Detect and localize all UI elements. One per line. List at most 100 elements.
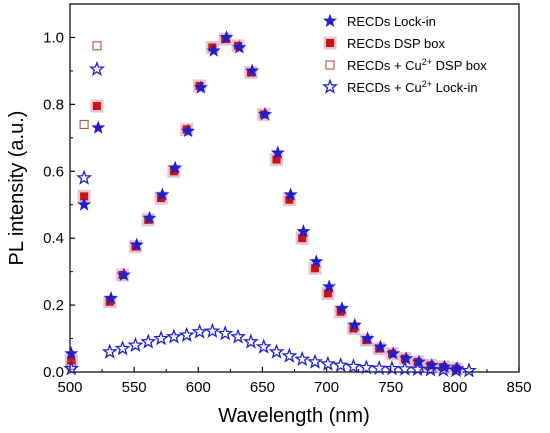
data-point <box>242 333 259 349</box>
data-point <box>217 325 234 341</box>
data-point <box>204 322 221 338</box>
data-point <box>165 328 182 344</box>
y-axis-title: PL intensity (a.u.) <box>6 111 28 266</box>
data-point <box>360 331 375 345</box>
series-3 <box>63 60 477 378</box>
y-tick-label: 1.0 <box>43 29 64 46</box>
data-point <box>283 187 298 201</box>
x-tick-label: 600 <box>186 379 211 396</box>
data-point <box>272 155 281 164</box>
legend-marker <box>322 13 338 27</box>
data-point <box>245 63 260 77</box>
data-point <box>268 343 285 359</box>
x-tick-label: 750 <box>378 379 403 396</box>
data-point <box>322 279 337 293</box>
data-point <box>206 43 221 57</box>
data-point <box>193 80 208 94</box>
legend-label: RECDs + Cu2+ Lock-in <box>347 79 478 95</box>
data-point <box>140 333 157 349</box>
legend-label-suffix: Lock-in <box>432 80 478 95</box>
data-point <box>270 145 285 159</box>
data-point <box>114 340 131 356</box>
data-point <box>323 289 332 298</box>
data-point <box>345 358 362 374</box>
data-point <box>384 360 400 376</box>
x-tick-label: 500 <box>57 379 82 396</box>
data-point <box>409 360 426 377</box>
data-point <box>448 361 465 378</box>
y-tick-label: 0.4 <box>43 230 64 247</box>
y-tick-label: 0.0 <box>43 364 64 381</box>
data-point <box>153 330 170 346</box>
data-point <box>181 123 196 138</box>
data-point <box>92 41 102 51</box>
data-point <box>129 237 144 251</box>
data-point <box>332 356 349 373</box>
legend-label: RECDs DSP box <box>347 36 446 51</box>
data-point <box>79 119 89 129</box>
legend-marker <box>326 39 334 47</box>
legend-label-superscript: 2+ <box>422 57 432 67</box>
data-point <box>311 264 320 273</box>
x-tick-label: 800 <box>442 379 467 396</box>
legend-label-base: RECDs + Cu <box>347 80 422 95</box>
data-point <box>155 187 170 201</box>
data-point <box>255 338 272 354</box>
data-point <box>296 224 311 238</box>
data-point <box>298 234 307 243</box>
x-tick-label: 650 <box>250 379 275 396</box>
axis-ticks: 500 550 600 650 700 750 800 850 0.0 0.2 0.4 0.6 0.8 1… <box>43 3 532 396</box>
x-tick-label: 850 <box>506 379 531 396</box>
data-point <box>230 328 247 344</box>
data-point <box>334 301 349 315</box>
data-point <box>88 60 105 77</box>
x-tick-label: 700 <box>314 379 339 396</box>
data-point <box>104 291 119 305</box>
y-tick-label: 0.6 <box>43 163 64 180</box>
data-series <box>63 30 477 378</box>
data-point <box>307 353 324 369</box>
data-point <box>232 40 247 54</box>
legend-label-base: RECDs DSP box <box>347 36 446 51</box>
data-point <box>461 362 477 378</box>
data-point <box>127 336 144 353</box>
data-point <box>358 359 375 375</box>
x-tick-label: 550 <box>122 379 147 396</box>
data-point <box>168 160 183 174</box>
data-point <box>257 107 273 121</box>
legend-marker <box>322 78 338 94</box>
data-point <box>281 347 298 363</box>
y-tick-label: 0.2 <box>43 297 64 314</box>
data-point <box>101 343 118 359</box>
data-point <box>347 317 362 332</box>
data-point <box>92 102 101 111</box>
data-point <box>80 192 89 201</box>
data-point <box>396 360 413 376</box>
data-point <box>76 169 93 185</box>
data-point <box>422 361 439 377</box>
legend-label-suffix: DSP box <box>432 58 487 73</box>
data-point <box>319 355 336 371</box>
data-point <box>63 360 80 376</box>
data-point <box>309 254 324 268</box>
legend-label: RECDs + Cu2+ DSP box <box>347 57 487 73</box>
data-point <box>142 210 157 225</box>
series-0 <box>64 30 465 375</box>
data-point <box>91 120 106 134</box>
data-point <box>386 346 401 360</box>
data-point <box>116 267 131 281</box>
data-point <box>399 351 414 365</box>
data-point <box>64 346 79 360</box>
data-point <box>77 197 92 211</box>
legend-marker <box>325 60 335 70</box>
y-tick-label: 0.8 <box>43 96 64 113</box>
data-point <box>285 195 294 204</box>
x-axis-title: Wavelength (nm) <box>218 405 370 427</box>
data-point <box>373 339 388 353</box>
legend-label-superscript: 2+ <box>422 79 432 89</box>
legend-label-base: RECDs Lock-in <box>347 14 436 29</box>
data-point <box>294 350 311 367</box>
legend-label-base: RECDs + Cu <box>347 58 422 73</box>
